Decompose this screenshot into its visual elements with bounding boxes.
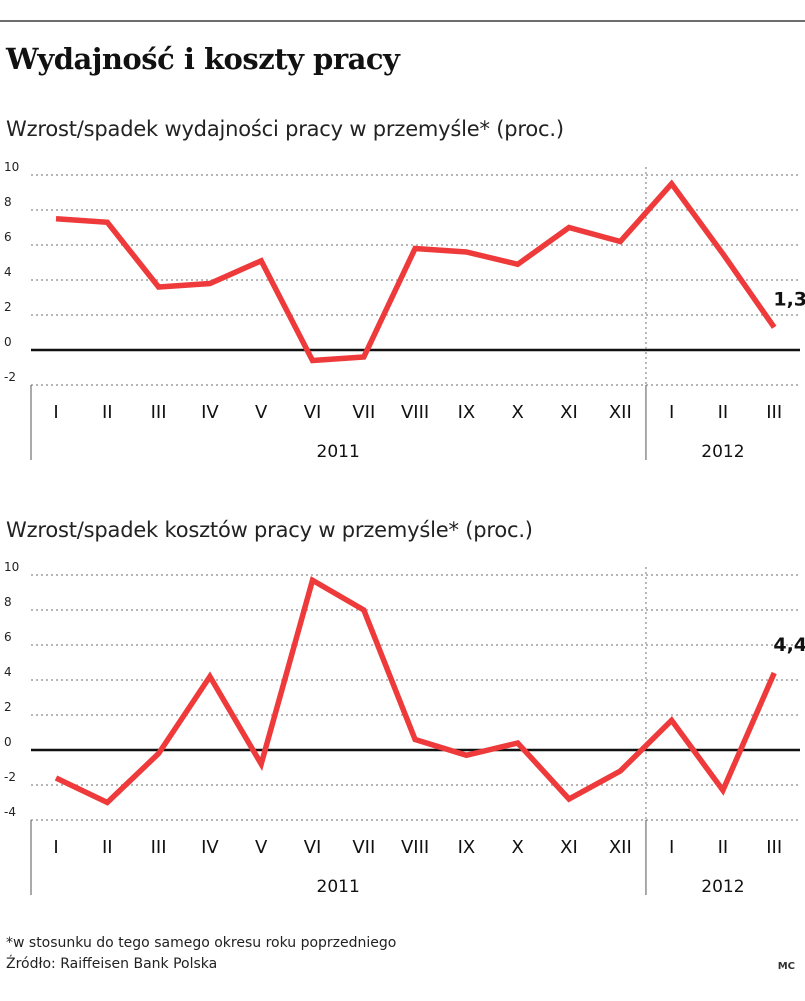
x-tick-label: I	[669, 402, 674, 423]
x-tick-label: XII	[609, 402, 632, 423]
year-label: 2011	[317, 877, 360, 897]
y-tick-label: 4	[4, 665, 12, 679]
y-tick-label: 2	[4, 700, 12, 714]
data-label: 4,4	[773, 634, 805, 656]
x-tick-label: I	[53, 837, 58, 858]
x-tick-label: II	[102, 402, 113, 423]
x-tick-label: IX	[458, 402, 476, 423]
x-tick-label: VII	[352, 837, 375, 858]
x-tick-label: II	[102, 837, 113, 858]
footnote: *w stosunku do tego samego okresu roku p…	[6, 935, 397, 951]
data-label: 1,3	[773, 288, 805, 310]
x-tick-label: III	[151, 837, 167, 858]
series-line	[54, 576, 777, 806]
y-tick-label: 0	[4, 735, 12, 749]
x-tick-label: XII	[609, 837, 632, 858]
x-tick-label: II	[718, 837, 729, 858]
y-tick-label: 8	[4, 195, 12, 209]
x-tick-label: I	[669, 837, 674, 858]
x-tick-label: IV	[201, 402, 219, 423]
x-tick-label: VIII	[401, 402, 429, 423]
x-tick-label: VIII	[401, 837, 429, 858]
chart-title-productivity: Wzrost/spadek wydajności pracy w przemyś…	[6, 117, 564, 141]
x-tick-label: VI	[304, 837, 322, 858]
x-tick-label: X	[512, 402, 524, 423]
chart-title-labor-costs: Wzrost/spadek kosztów pracy w przemyśle*…	[6, 518, 533, 542]
y-tick-label: -4	[4, 805, 16, 819]
source-note: Źródło: Raiffeisen Bank Polska	[6, 956, 218, 972]
y-tick-label: 6	[4, 630, 12, 644]
y-tick-label: 10	[4, 560, 19, 574]
year-label: 2012	[701, 877, 744, 897]
x-tick-label: III	[151, 402, 167, 423]
year-label: 2012	[701, 442, 744, 462]
x-tick-label: III	[766, 402, 782, 423]
y-tick-label: 0	[4, 335, 12, 349]
top-rule	[0, 20, 805, 22]
x-tick-label: VII	[352, 402, 375, 423]
x-tick-label: X	[512, 837, 524, 858]
x-tick-label: II	[718, 402, 729, 423]
y-tick-label: 2	[4, 300, 12, 314]
year-label: 2011	[317, 442, 360, 462]
y-tick-label: 4	[4, 265, 12, 279]
y-tick-label: 10	[4, 160, 19, 174]
x-tick-label: I	[53, 402, 58, 423]
x-tick-label: V	[255, 837, 268, 858]
x-tick-label: III	[766, 837, 782, 858]
y-tick-label: -2	[4, 770, 16, 784]
x-tick-label: XI	[560, 837, 578, 858]
page-title: Wydajność i koszty pracy	[6, 42, 400, 76]
x-tick-label: V	[255, 402, 268, 423]
x-tick-label: VI	[304, 402, 322, 423]
x-tick-label: XI	[560, 402, 578, 423]
author-credit: MC	[777, 961, 795, 972]
y-tick-label: 8	[4, 595, 12, 609]
x-tick-label: IV	[201, 837, 219, 858]
y-tick-label: -2	[4, 370, 16, 384]
x-tick-label: IX	[458, 837, 476, 858]
y-tick-label: 6	[4, 230, 12, 244]
